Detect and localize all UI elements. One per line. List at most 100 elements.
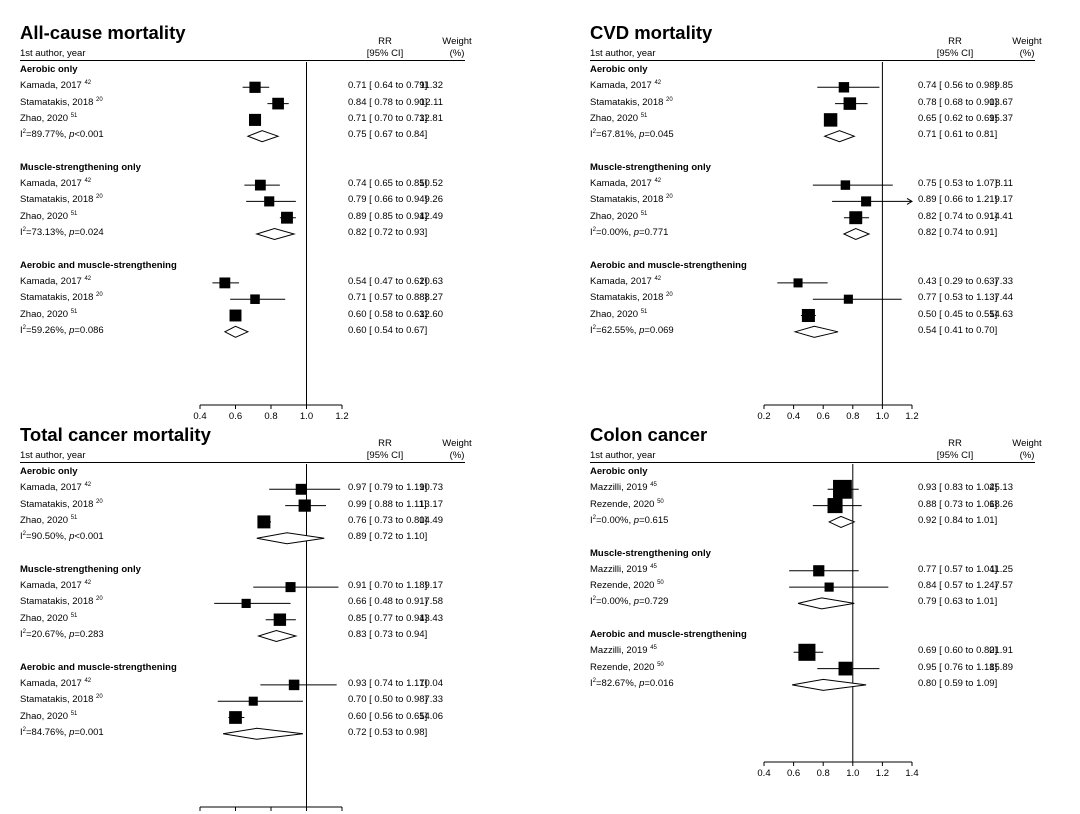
- study-label: Kamada, 2017 42: [20, 482, 91, 493]
- chart-title: CVD mortality: [590, 22, 713, 43]
- header-rule: [590, 60, 1035, 61]
- study-label: Kamada, 2017 42: [20, 580, 91, 591]
- study-author: Kamada, 2017: [590, 178, 652, 190]
- pooled-rr-ci: 0.54 [ 0.41 to 0.70]: [918, 324, 998, 336]
- pooled-rr-ci: 0.83 [ 0.73 to 0.94]: [348, 629, 428, 640]
- study-point-estimate: [849, 211, 863, 225]
- header-study-label: 1st author, year: [20, 48, 86, 59]
- ci-arrow: [906, 197, 913, 205]
- header-weight-label: Weight: [442, 36, 472, 47]
- study-rr-ci: 0.78 [ 0.68 to 0.90]: [918, 96, 998, 108]
- study-label: Stamatakis, 2018 20: [590, 96, 673, 107]
- study-reference: 51: [70, 308, 78, 315]
- study-point-estimate: [798, 643, 816, 661]
- study-weight: 8.11: [995, 178, 1013, 190]
- study-rr-ci: 0.69 [ 0.60 to 0.80]: [918, 645, 998, 657]
- x-axis-tick-label: 0.6: [817, 411, 830, 422]
- study-point-estimate: [843, 97, 857, 110]
- study-author: Zhao, 2020: [590, 210, 639, 222]
- study-reference: 50: [657, 661, 664, 668]
- x-axis-tick-label: 0.8: [846, 411, 859, 422]
- heterogeneity-label: I2=90.50%, p<0.001: [20, 531, 104, 543]
- study-label: Stamatakis, 2018 20: [20, 292, 103, 303]
- study-rr-ci: 0.60 [ 0.56 to 0.65]: [348, 710, 428, 722]
- study-point-estimate: [833, 479, 852, 499]
- study-author: Zhao, 2020: [590, 308, 639, 320]
- study-weight: 18.26: [989, 498, 1013, 510]
- study-author: Stamatakis, 2018: [20, 498, 94, 510]
- study-label: Zhao, 2020 51: [20, 710, 77, 722]
- header-rr-label: RR: [378, 438, 392, 449]
- i-squared-value: 0.00%: [601, 227, 629, 238]
- study-author: Rezende, 2020: [590, 661, 655, 673]
- header-rr-label: RR: [378, 36, 392, 47]
- study-author: Kamada, 2017: [20, 580, 82, 592]
- pooled-rr-ci: 0.82 [ 0.72 to 0.93]: [348, 227, 428, 238]
- p-value: p=0.069: [639, 324, 674, 336]
- chart-title: Total cancer mortality: [20, 424, 211, 445]
- study-reference: 51: [70, 514, 78, 521]
- heterogeneity-label: I2=59.26%, p=0.086: [20, 324, 104, 336]
- study-rr-ci: 0.79 [ 0.66 to 0.94]: [348, 194, 428, 206]
- study-weight: 15.37: [989, 112, 1013, 124]
- heterogeneity-label: I2=89.77%, p<0.001: [20, 129, 104, 141]
- p-value: p=0.086: [69, 324, 104, 336]
- study-weight: 13.17: [419, 498, 443, 510]
- study-rr-ci: 0.76 [ 0.73 to 0.80]: [348, 514, 428, 526]
- study-weight: 12.60: [419, 308, 443, 320]
- p-value: p=0.283: [69, 629, 104, 640]
- study-rr-ci: 0.60 [ 0.58 to 0.63]: [348, 308, 428, 320]
- study-rr-ci: 0.71 [ 0.64 to 0.79]: [348, 80, 428, 92]
- study-weight: 7.58: [424, 596, 444, 608]
- x-axis-tick-label: 0.6: [787, 768, 800, 779]
- study-rr-ci: 0.71 [ 0.70 to 0.73]: [348, 112, 428, 124]
- study-reference: 51: [640, 308, 648, 315]
- study-point-estimate: [838, 661, 853, 676]
- study-label: Kamada, 2017 42: [20, 80, 91, 91]
- study-author: Stamatakis, 2018: [20, 292, 94, 304]
- group-heading: Muscle-strengthening only: [20, 563, 141, 575]
- study-label: Mazzilli, 2019 45: [590, 482, 657, 493]
- study-weight: 10.73: [419, 482, 443, 494]
- i-squared-value: 73.13%: [31, 227, 64, 238]
- plot-area: 0.40.60.81.01.2: [193, 464, 349, 814]
- group-heading: Aerobic and muscle-strengthening: [590, 629, 747, 640]
- study-reference: 42: [84, 482, 92, 489]
- study-reference: 42: [84, 177, 92, 184]
- study-rr-ci: 0.43 [ 0.29 to 0.63]: [918, 275, 998, 287]
- study-point-estimate: [248, 696, 258, 706]
- header-study-label: 1st author, year: [590, 48, 656, 59]
- pooled-rr-ci: 0.92 [ 0.84 to 1.01]: [918, 514, 998, 526]
- study-author: Stamatakis, 2018: [20, 194, 94, 206]
- study-weight: 14.49: [419, 514, 443, 526]
- study-point-estimate: [272, 97, 284, 110]
- pooled-rr-ci: 0.79 [ 0.63 to 1.01]: [918, 596, 998, 608]
- study-rr-ci: 0.99 [ 0.88 to 1.11]: [348, 498, 427, 510]
- study-point-estimate: [254, 179, 266, 191]
- header-weight-unit: (%): [1019, 48, 1035, 59]
- study-weight: 12.49: [419, 210, 443, 222]
- study-reference: 42: [84, 677, 92, 684]
- pooled-rr-ci: 0.89 [ 0.72 to 1.10]: [348, 531, 428, 543]
- x-axis-tick-label: 1.2: [905, 411, 918, 422]
- pooled-estimate-diamond: [223, 325, 250, 338]
- p-value: p=0.016: [639, 677, 674, 689]
- study-rr-ci: 0.82 [ 0.74 to 0.91]: [918, 210, 998, 222]
- study-author: Zhao, 2020: [20, 710, 69, 722]
- heterogeneity-label: I2=62.55%, p=0.069: [590, 324, 674, 336]
- study-weight: 14.41: [989, 210, 1013, 222]
- study-point-estimate: [823, 113, 838, 127]
- heterogeneity-label: I2=67.81%, p=0.045: [590, 129, 674, 141]
- study-label: Zhao, 2020 51: [590, 113, 647, 124]
- study-rr-ci: 0.74 [ 0.65 to 0.85]: [348, 178, 428, 190]
- study-point-estimate: [793, 278, 803, 288]
- x-axis-tick-label: 0.6: [229, 411, 242, 422]
- header-weight-unit: (%): [449, 450, 465, 461]
- study-author: Zhao, 2020: [20, 210, 69, 222]
- study-author: Mazzilli, 2019: [590, 482, 648, 494]
- heterogeneity-label: I2=84.76%, p=0.001: [20, 726, 104, 738]
- study-rr-ci: 0.97 [ 0.79 to 1.19]: [348, 482, 428, 494]
- study-label: Zhao, 2020 51: [20, 515, 77, 526]
- p-value: p=0.045: [639, 129, 674, 141]
- study-author: Stamatakis, 2018: [20, 596, 94, 608]
